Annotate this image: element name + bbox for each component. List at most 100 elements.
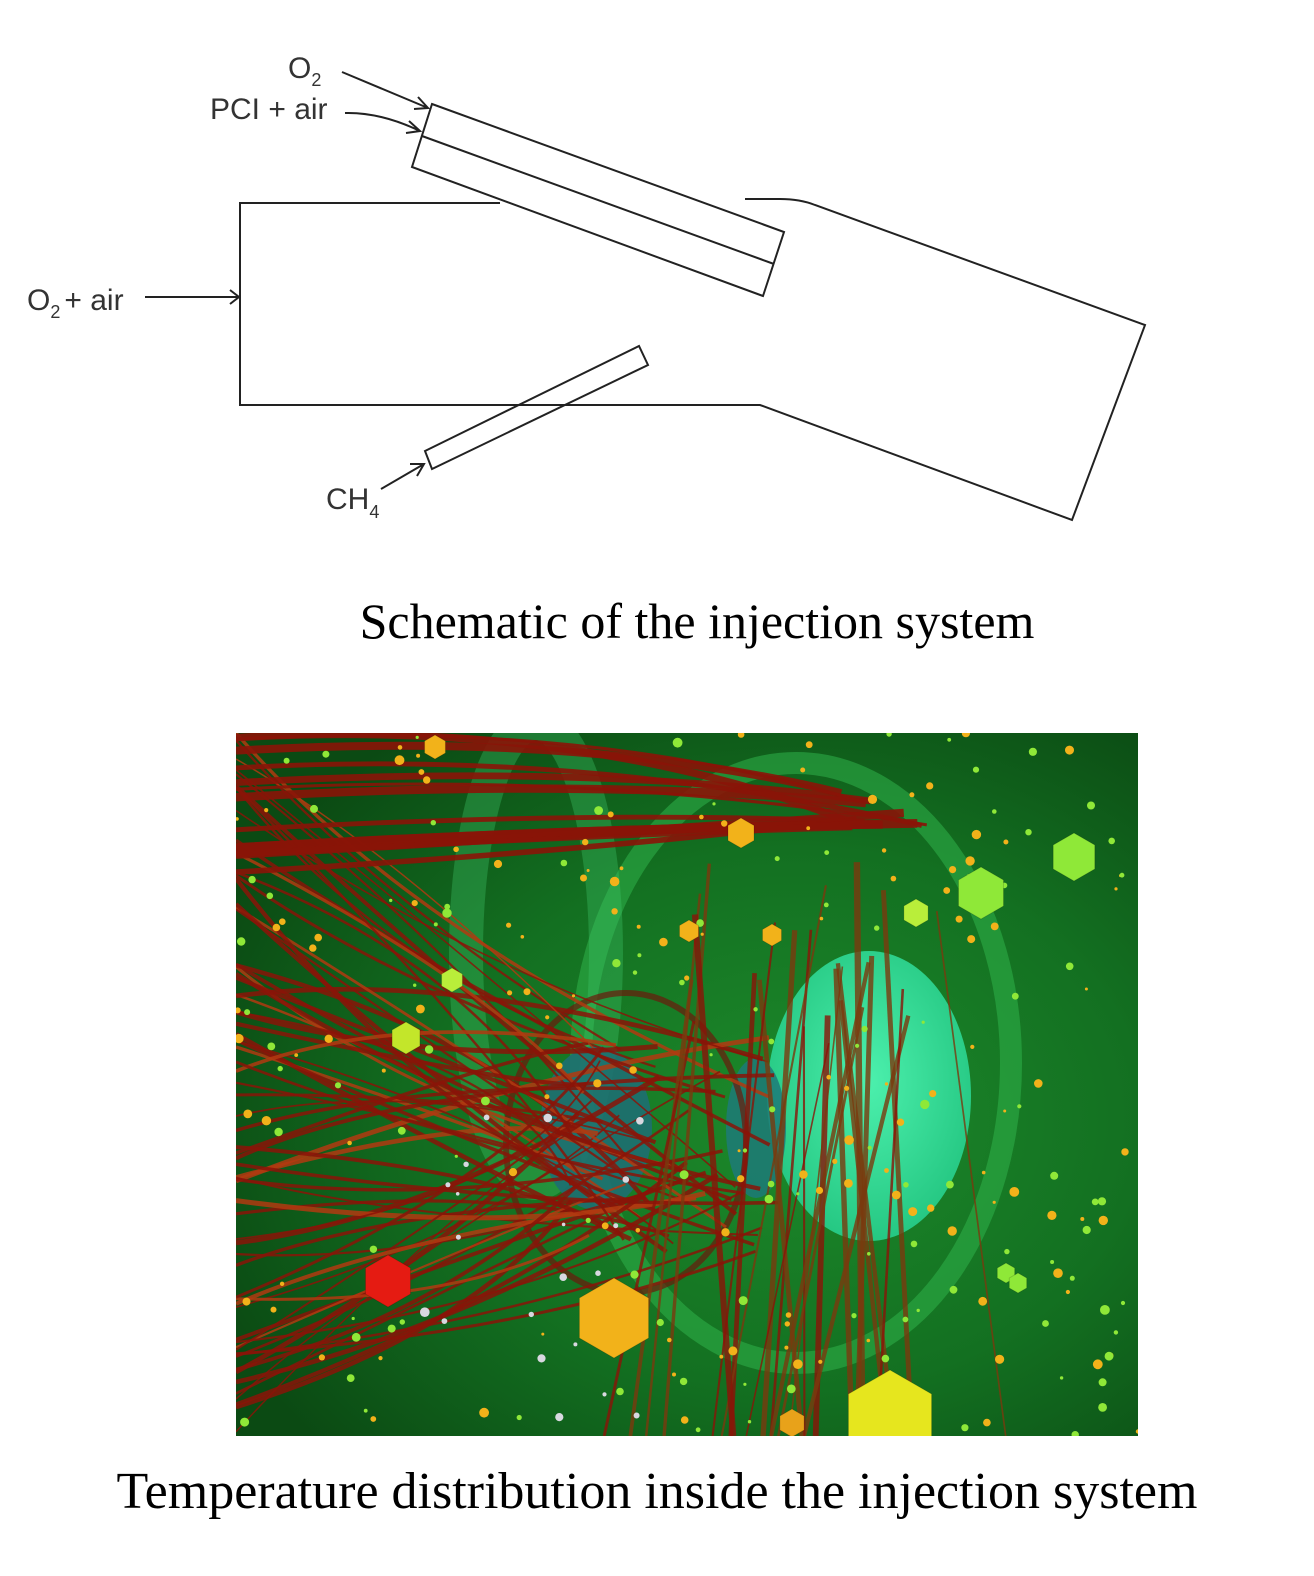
particle: [793, 1359, 803, 1369]
particle: [411, 900, 418, 907]
particle: [902, 1316, 909, 1323]
particle: [867, 1145, 872, 1150]
particle: [874, 925, 880, 931]
streamline: [628, 979, 694, 1436]
particle: [493, 859, 503, 869]
particle: [992, 1200, 996, 1204]
particle: [992, 809, 997, 814]
particle: [1098, 1215, 1108, 1226]
particle: [851, 1313, 857, 1319]
particle: [1071, 1431, 1079, 1436]
particle-marker: [779, 1408, 805, 1436]
particle: [1050, 1260, 1055, 1264]
particle: [1097, 1197, 1107, 1206]
particle: [1087, 801, 1095, 810]
particle: [314, 933, 322, 942]
particle: [561, 1222, 566, 1227]
particle: [767, 1180, 775, 1188]
particle: [929, 1090, 937, 1098]
particle: [1059, 1376, 1064, 1380]
particle: [971, 829, 982, 840]
streamline: [236, 1192, 741, 1344]
particle: [270, 1306, 277, 1313]
particle: [832, 1158, 838, 1164]
particle: [784, 1321, 790, 1327]
streamline: [769, 961, 871, 1436]
particle: [679, 1170, 689, 1180]
particle: [965, 856, 975, 866]
particle-markers: [365, 734, 1096, 1436]
particle: [867, 794, 878, 804]
streamline: [236, 1060, 601, 1240]
particle: [861, 1025, 868, 1033]
particle: [719, 1354, 724, 1359]
particle: [378, 1356, 383, 1361]
particle: [413, 983, 417, 987]
streamline: [876, 988, 905, 1436]
particle: [244, 1009, 251, 1016]
particle: [1104, 1351, 1114, 1361]
streamline: [745, 1043, 830, 1436]
particle-marker: [365, 1254, 411, 1308]
particle-marker: [847, 1369, 933, 1436]
particle: [416, 1004, 425, 1014]
particle: [611, 908, 618, 915]
particle: [978, 1296, 988, 1306]
particle: [416, 753, 421, 758]
particle: [248, 875, 256, 884]
particle: [267, 1042, 276, 1051]
particle: [947, 737, 952, 742]
particle: [1069, 1275, 1075, 1281]
particle: [1034, 1079, 1043, 1088]
particle: [903, 1182, 909, 1188]
particle: [806, 826, 811, 831]
streamline: [236, 1081, 689, 1204]
pci-air-label: PCI + air: [210, 93, 328, 126]
streamline: [236, 1060, 745, 1195]
particle: [920, 1099, 930, 1110]
streamline: [236, 877, 620, 1211]
particle: [742, 1148, 748, 1153]
temperature-distribution-render: [236, 733, 1138, 1436]
particle: [995, 1354, 1005, 1364]
particle: [1121, 1148, 1129, 1156]
particle: [826, 1074, 831, 1080]
particle: [629, 1066, 637, 1074]
particle: [1065, 1289, 1070, 1295]
particle: [261, 1116, 272, 1126]
particle: [1080, 1217, 1085, 1221]
particle: [721, 820, 728, 827]
particle: [415, 735, 419, 739]
particle: [594, 806, 603, 815]
particle: [743, 1382, 747, 1386]
particle: [967, 935, 976, 944]
particle: [672, 1372, 676, 1377]
particle: [240, 1417, 250, 1427]
particle: [481, 1096, 490, 1106]
particle: [264, 808, 269, 813]
particle: [1053, 1268, 1063, 1278]
particle: [738, 1296, 748, 1306]
particle: [423, 776, 431, 784]
o2-top-arrow: [341, 71, 431, 110]
particle: [369, 1245, 378, 1253]
particle: [453, 846, 459, 853]
o2-top-label: O2: [288, 52, 321, 90]
particle: [397, 745, 403, 750]
streamline: [691, 914, 737, 1436]
particle: [784, 1345, 789, 1350]
streamline: [236, 1073, 775, 1161]
particle: [445, 1182, 451, 1188]
particle: [1098, 1403, 1107, 1412]
particle: [680, 1416, 689, 1424]
particle: [1065, 745, 1074, 755]
particle: [397, 1126, 406, 1135]
particle-marker: [727, 817, 755, 849]
particle: [855, 1043, 860, 1048]
particle: [636, 924, 641, 929]
particle: [430, 820, 436, 826]
render-caption: Temperature distribution inside the inje…: [116, 1463, 1198, 1520]
particle: [921, 1020, 925, 1024]
streamline: [236, 784, 867, 808]
particle: [1082, 1225, 1091, 1235]
